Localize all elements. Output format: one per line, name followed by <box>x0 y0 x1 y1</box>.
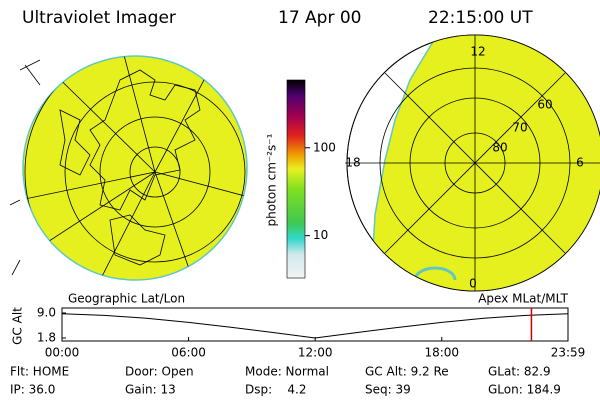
x-tick-label: 18:00 <box>424 346 459 360</box>
timeline-frame <box>61 307 569 342</box>
x-tick-label: 23:59 <box>551 346 586 360</box>
mlt-label: 18 <box>345 156 360 170</box>
title: Ultraviolet Imager <box>22 8 176 28</box>
status-field: Dsp: 4.2 <box>245 383 307 397</box>
colorbar-tick-label: 100 <box>313 140 336 154</box>
status-field: Door: Open <box>125 365 194 379</box>
timeline-right-title: Apex MLat/MLT <box>478 292 568 306</box>
colorbar <box>286 79 306 279</box>
status-field: Seq: 39 <box>365 383 411 397</box>
x-tick-label: 06:00 <box>171 346 206 360</box>
magnetic-map <box>345 34 600 292</box>
status-field: GC Alt: 9.2 Re <box>365 365 449 379</box>
mlat-label: 80 <box>492 141 507 155</box>
x-tick-label: 00:00 <box>45 346 80 360</box>
mlt-label: 6 <box>576 156 584 170</box>
status-field: Mode: Normal <box>245 365 329 379</box>
timeline-y-label: GC Alt <box>11 307 25 345</box>
mlt-label: 12 <box>470 45 485 59</box>
timeline-left-title: Geographic Lat/Lon <box>68 292 185 306</box>
x-tick-label: 12:00 <box>298 346 333 360</box>
y-tick-label: 9.0 <box>37 306 56 320</box>
y-tick-label: 1.8 <box>37 331 56 345</box>
mlt-label: 0 <box>469 277 477 291</box>
colorbar-tick-label: 10 <box>313 228 328 242</box>
status-field: GLon: 184.9 <box>488 383 561 397</box>
colorbar-ticks: 10 100 <box>305 140 336 242</box>
status-field: Gain: 13 <box>125 383 176 397</box>
status-field: IP: 36.0 <box>10 383 55 397</box>
geographic-map <box>9 55 248 281</box>
status-field: GLat: 82.9 <box>488 365 551 379</box>
date: 17 Apr 00 <box>278 8 361 28</box>
time: 22:15:00 UT <box>428 8 533 28</box>
altitude-line <box>61 313 569 339</box>
mlat-label: 70 <box>512 121 527 135</box>
mlat-label: 60 <box>537 98 552 112</box>
colorbar-label: photon cm⁻²s⁻¹ <box>265 133 279 226</box>
status-field: Flt: HOME <box>10 365 69 379</box>
